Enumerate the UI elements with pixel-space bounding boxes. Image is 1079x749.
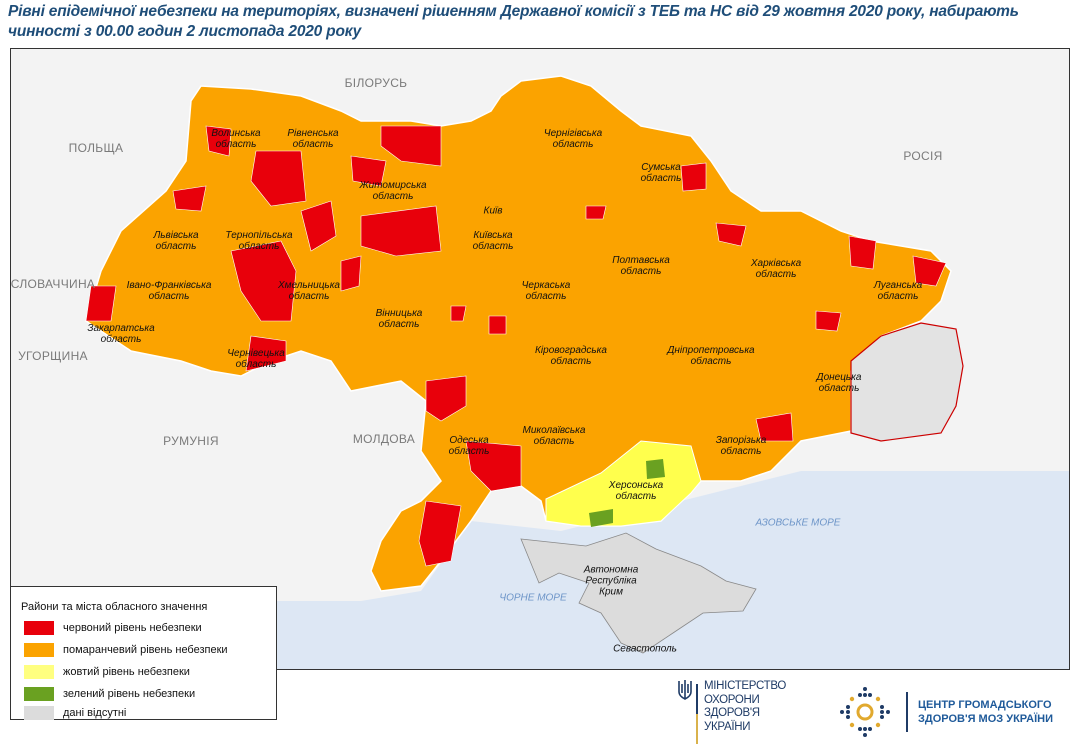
region-label-zaporizhzhia: Запорізька область bbox=[715, 435, 767, 457]
red-zone bbox=[848, 235, 877, 270]
country-label-moldova: МОЛДОВА bbox=[352, 432, 416, 446]
legend-label: дані відсутні bbox=[63, 707, 127, 719]
region-label-kharkiv: Харківська область bbox=[750, 258, 802, 280]
legend-label: жовтий рівень небезпеки bbox=[63, 666, 190, 678]
region-label-ivano-frankivsk: Івано-Франківська область bbox=[126, 280, 212, 302]
phc-line: ЗДОРОВ'Я МОЗ УКРАЇНИ bbox=[918, 713, 1053, 725]
moz-name: МІНІСТЕРСТВО ОХОРОНИ ЗДОРОВ'Я УКРАЇНИ bbox=[704, 680, 786, 734]
legend-label: помаранчевий рівень небезпеки bbox=[63, 644, 228, 656]
legend-title: Райони та міста обласного значення bbox=[21, 601, 208, 613]
red-zone bbox=[425, 375, 467, 422]
red-zone bbox=[205, 125, 232, 157]
red-zone bbox=[230, 240, 297, 322]
legend-swatch bbox=[24, 665, 54, 679]
region-label-cherkasy: Черкаська область bbox=[521, 280, 571, 302]
red-zone bbox=[465, 440, 522, 492]
red-zone bbox=[172, 185, 207, 212]
legend-item-no-data: дані відсутні bbox=[24, 706, 126, 720]
region-label-dnipro: Дніпропетровська область bbox=[667, 345, 755, 367]
red-zone bbox=[245, 335, 287, 372]
phc-line: ЦЕНТР ГРОМАДСЬКОГО bbox=[918, 699, 1052, 711]
phc-divider bbox=[906, 692, 908, 732]
map-frame: БІЛОРУСЬ ПОЛЬЩА РОСІЯ СЛОВАЧЧИНА УГОРЩИН… bbox=[10, 48, 1070, 670]
region-label-sevastopol: Севастополь bbox=[613, 643, 677, 655]
map-svg bbox=[11, 49, 1069, 669]
region-label-chernihiv: Чернігівська область bbox=[543, 128, 603, 150]
region-label-kherson: Херсонська область bbox=[608, 480, 664, 502]
region-label-kirovohrad: Кіровоградська область bbox=[535, 345, 607, 367]
red-zone bbox=[360, 205, 442, 257]
region-label-crimea: Автономна Республіка Крим bbox=[583, 564, 639, 598]
red-zone bbox=[912, 255, 947, 287]
region-label-sumy: Сумська область bbox=[640, 162, 682, 184]
green-zone-1 bbox=[589, 509, 613, 527]
legend-swatch bbox=[24, 687, 54, 701]
moz-line: УКРАЇНИ bbox=[704, 720, 751, 733]
map-legend: Райони та міста обласного значення черво… bbox=[10, 586, 277, 720]
red-zone bbox=[815, 310, 842, 332]
sea-label-azov: АЗОВСЬКЕ МОРЕ bbox=[755, 517, 841, 529]
region-label-luhansk: Луганська область bbox=[873, 280, 923, 302]
red-zones bbox=[85, 125, 947, 567]
country-label-russia: РОСІЯ bbox=[903, 149, 943, 163]
legend-swatch bbox=[24, 643, 54, 657]
region-label-khmelnytskyi: Хмельницька область bbox=[278, 280, 340, 302]
moz-divider bbox=[696, 684, 698, 744]
region-label-lviv: Львівська область bbox=[153, 230, 199, 252]
legend-item-green: зелений рівень небезпеки bbox=[24, 686, 195, 702]
region-label-chernivtsi: Чернівецька область bbox=[227, 348, 285, 370]
phc-logo: ЦЕНТР ГРОМАДСЬКОГО ЗДОРОВ'Я МОЗ УКРАЇНИ bbox=[838, 685, 1053, 739]
moz-line: ЗДОРОВ'Я bbox=[704, 707, 760, 719]
legend-label: червоний рівень небезпеки bbox=[63, 622, 202, 634]
moz-line: МІНІСТЕРСТВО bbox=[704, 680, 787, 692]
red-zone bbox=[300, 200, 337, 252]
region-label-kyiv-city: Київ bbox=[483, 205, 503, 217]
region-label-zhytomyr: Житомирська область bbox=[359, 180, 427, 202]
legend-swatch bbox=[24, 621, 54, 635]
moz-logo: МІНІСТЕРСТВО ОХОРОНИ ЗДОРОВ'Я УКРАЇНИ bbox=[678, 680, 786, 744]
map-title: Рівні епідемічної небезпеки на територія… bbox=[8, 3, 1019, 40]
red-zone bbox=[450, 305, 467, 322]
red-zone bbox=[715, 222, 747, 247]
red-zone bbox=[680, 162, 707, 192]
green-zone-2 bbox=[646, 459, 665, 479]
moz-line: ОХОРОНИ bbox=[704, 693, 760, 706]
crimea-no-data bbox=[520, 532, 757, 654]
red-zone bbox=[85, 285, 117, 322]
phc-name: ЦЕНТР ГРОМАДСЬКОГО ЗДОРОВ'Я МОЗ УКРАЇНИ bbox=[918, 698, 1053, 726]
country-label-poland: ПОЛЬЩА bbox=[68, 141, 124, 155]
country-label-slovakia: СЛОВАЧЧИНА bbox=[10, 277, 96, 291]
red-zone bbox=[340, 255, 362, 292]
country-label-hungary: УГОРЩИНА bbox=[18, 349, 88, 363]
legend-swatch bbox=[24, 706, 54, 720]
country-label-belarus: БІЛОРУСЬ bbox=[344, 76, 408, 90]
region-label-donetsk: Донецька область bbox=[816, 372, 862, 394]
red-zone bbox=[755, 412, 794, 442]
region-label-poltava: Полтавська область bbox=[612, 255, 670, 277]
phc-emblem-icon bbox=[840, 687, 890, 737]
region-label-zakarpattia: Закарпатська область bbox=[87, 323, 155, 345]
region-label-kyiv: Київська область bbox=[472, 230, 514, 252]
legend-item-red: червоний рівень небезпеки bbox=[24, 620, 202, 636]
red-zone bbox=[488, 315, 507, 335]
trident-icon bbox=[678, 680, 692, 700]
region-label-ternopil: Тернопільська область bbox=[225, 230, 293, 252]
legend-item-orange: помаранчевий рівень небезпеки bbox=[24, 642, 228, 658]
occupied-donbas-no-data bbox=[850, 322, 964, 442]
red-zone bbox=[418, 500, 462, 567]
region-label-volyn: Волинська область bbox=[211, 128, 261, 150]
red-zone bbox=[250, 150, 307, 207]
red-zone bbox=[350, 155, 387, 187]
country-label-romania: РУМУНІЯ bbox=[163, 434, 219, 448]
sea-label-black: ЧОРНЕ МОРЕ bbox=[499, 592, 567, 604]
red-zone bbox=[380, 125, 442, 167]
region-label-rivne: Рівненська область bbox=[287, 128, 339, 150]
region-label-odesa: Одеська область bbox=[448, 435, 490, 457]
region-label-vinnytsia: Вінницька область bbox=[375, 308, 423, 330]
legend-item-yellow: жовтий рівень небезпеки bbox=[24, 664, 190, 680]
legend-label: зелений рівень небезпеки bbox=[63, 688, 196, 700]
red-zone bbox=[585, 205, 607, 220]
region-label-mykolaiv: Миколаївська область bbox=[522, 425, 586, 447]
